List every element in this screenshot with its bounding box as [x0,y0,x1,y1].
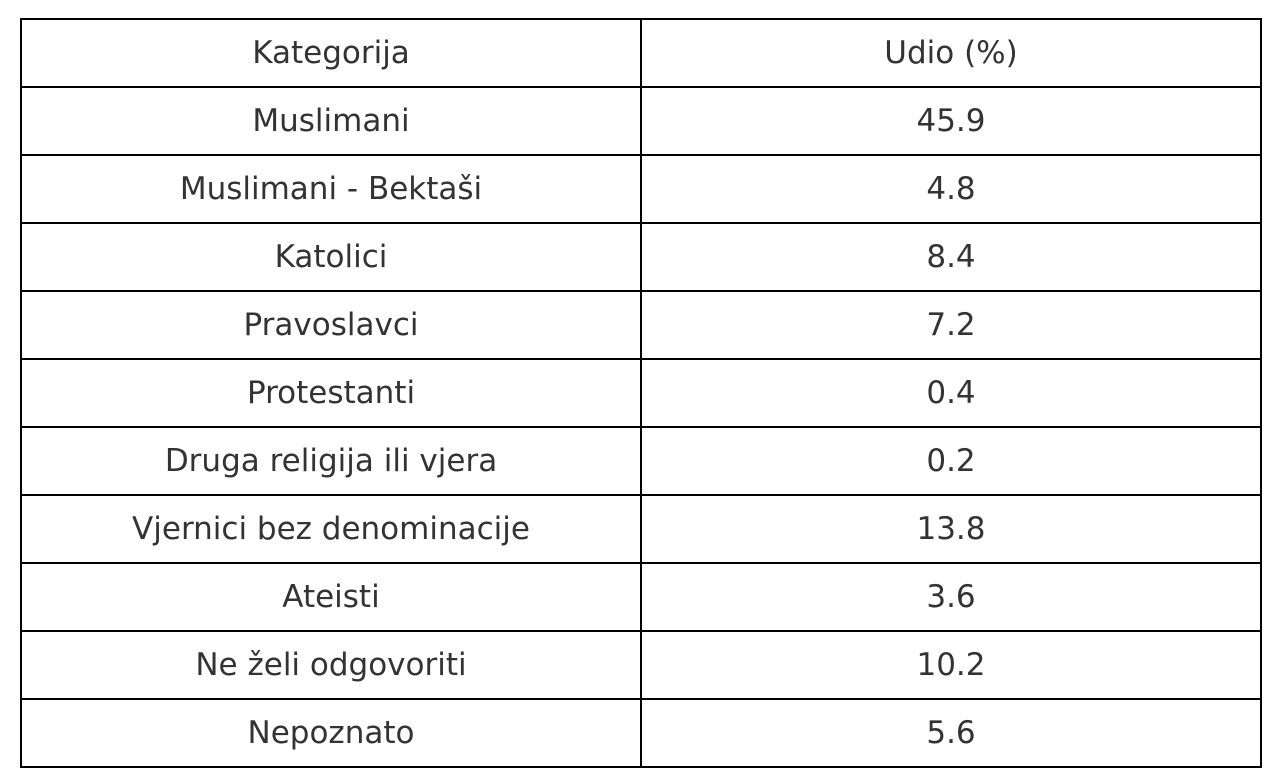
share-cell: 13.8 [640,494,1262,564]
share-cell: 5.6 [640,698,1262,768]
category-cell: Vjernici bez denominacije [20,494,642,564]
category-cell: Protestanti [20,358,642,428]
header-share: Udio (%) [640,18,1262,88]
header-category: Kategorija [20,18,642,88]
share-cell: 45.9 [640,86,1262,156]
table-row: Ne želi odgovoriti 10.2 [20,630,1262,700]
table-row: Nepoznato 5.6 [20,698,1262,768]
header-row: Kategorija Udio (%) [20,18,1262,88]
table-row: Muslimani 45.9 [20,86,1262,156]
table-body: Muslimani 45.9 Muslimani - Bektaši 4.8 Katol… [20,86,1262,768]
share-cell: 0.2 [640,426,1262,496]
category-cell: Pravoslavci [20,290,642,360]
category-cell: Muslimani [20,86,642,156]
share-cell: 4.8 [640,154,1262,224]
data-table: Kategorija Udio (%) Muslimani 45.9 Muslima… [20,18,1262,768]
share-cell: 10.2 [640,630,1262,700]
share-cell: 0.4 [640,358,1262,428]
category-cell: Druga religija ili vjera [20,426,642,496]
table-row: Muslimani - Bektaši 4.8 [20,154,1262,224]
table-row: Protestanti 0.4 [20,358,1262,428]
category-cell: Muslimani - Bektaši [20,154,642,224]
table-row: Vjernici bez denominacije 13.8 [20,494,1262,564]
share-cell: 3.6 [640,562,1262,632]
category-cell: Katolici [20,222,642,292]
category-cell: Nepoznato [20,698,642,768]
table-row: Ateisti 3.6 [20,562,1262,632]
category-cell: Ateisti [20,562,642,632]
share-cell: 8.4 [640,222,1262,292]
share-cell: 7.2 [640,290,1262,360]
table-row: Pravoslavci 7.2 [20,290,1262,360]
table-row: Druga religija ili vjera 0.2 [20,426,1262,496]
category-cell: Ne želi odgovoriti [20,630,642,700]
table-row: Katolici 8.4 [20,222,1262,292]
